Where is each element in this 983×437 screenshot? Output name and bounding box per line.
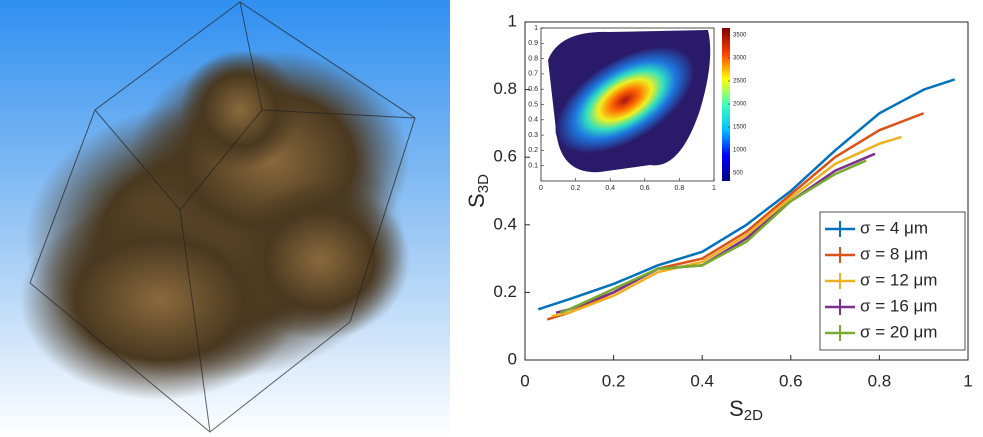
colorbar-tick-label: 2000 bbox=[733, 102, 747, 108]
inset-x-tick-label: 0 bbox=[539, 185, 543, 192]
series-line bbox=[537, 78, 956, 311]
y-tick-label: 0.6 bbox=[493, 147, 517, 166]
inset-x-tick-label: 0.2 bbox=[571, 185, 581, 192]
x-label-main: S bbox=[729, 396, 744, 421]
legend-label: σ = 12 μm bbox=[860, 270, 937, 289]
colorbar-tick-label: 1500 bbox=[733, 125, 747, 131]
colorbar-tick-label: 1000 bbox=[733, 148, 747, 154]
inset-x-tick-label: 0.6 bbox=[640, 185, 650, 192]
y-axis-label: S3D bbox=[464, 174, 492, 208]
inset-y-tick-label: 0.9 bbox=[528, 40, 538, 47]
x-tick-label: 0.6 bbox=[779, 371, 803, 390]
inset-x-tick-label: 0.8 bbox=[675, 185, 685, 192]
x-tick-label: 0.8 bbox=[868, 371, 892, 390]
y-label-sub: 3D bbox=[475, 174, 492, 193]
inset-y-tick-label: 0.3 bbox=[528, 132, 538, 139]
colorbar-tick-label: 2500 bbox=[733, 79, 747, 85]
legend-label: σ = 8 μm bbox=[860, 244, 928, 263]
colorbar bbox=[722, 28, 730, 181]
inset-y-tick-label: 0.6 bbox=[528, 86, 538, 93]
volume-render bbox=[0, 0, 450, 437]
main-chart: S2D S3D 0 0.2 0.4 0.6 0.8 100.20.40.60.81σ = … bbox=[464, 11, 973, 423]
series-line bbox=[559, 159, 867, 314]
x-axis-label: S2D bbox=[729, 396, 763, 424]
x-label-sub: 2D bbox=[744, 407, 763, 424]
density-cloud bbox=[548, 30, 711, 173]
inset-x-tick-label: 1 bbox=[712, 185, 716, 192]
x-tick-label: 0 bbox=[520, 371, 529, 390]
y-tick-label: 0.8 bbox=[493, 79, 517, 98]
x-tick-label: 0.4 bbox=[690, 371, 714, 390]
inset-y-tick-label: 0.8 bbox=[528, 55, 538, 62]
legend-label: σ = 16 μm bbox=[860, 296, 937, 315]
series-line bbox=[546, 112, 925, 321]
y-tick-label: 1 bbox=[508, 11, 517, 30]
y-tick-label: 0.4 bbox=[493, 214, 517, 233]
legend-label: σ = 4 μm bbox=[860, 218, 928, 237]
series-line bbox=[551, 135, 902, 318]
inset-y-tick-label: 0.4 bbox=[528, 117, 538, 124]
inset-y-tick-label: 0.5 bbox=[528, 101, 538, 108]
colorbar-tick-label: 500 bbox=[733, 171, 744, 177]
plot-frame bbox=[524, 21, 969, 361]
inset-chart: 0 0.2 0.4 0.6 0.8 1 0.1 0.2 0.3 0.4 0.5 0.6 0.7 0.8 0.… bbox=[528, 25, 747, 192]
colorbar-tick-label: 3000 bbox=[733, 56, 747, 62]
legend-label: σ = 20 μm bbox=[860, 322, 937, 341]
inset-y-tick-label: 0.2 bbox=[528, 147, 538, 154]
y-label-main: S bbox=[464, 193, 489, 208]
inset-y-tick-label: 1 bbox=[534, 25, 538, 32]
inset-y-tick-label: 0.1 bbox=[528, 163, 538, 170]
x-tick-label: 0.2 bbox=[602, 371, 626, 390]
y-tick-label: 0.2 bbox=[493, 282, 517, 301]
x-tick-label: 1 bbox=[963, 371, 972, 390]
inset-x-tick-label: 0.4 bbox=[605, 185, 615, 192]
y-tick-label: 0 bbox=[508, 349, 517, 368]
colorbar-tick-label: 3500 bbox=[733, 32, 747, 38]
inset-y-tick-label: 0.7 bbox=[528, 71, 538, 78]
